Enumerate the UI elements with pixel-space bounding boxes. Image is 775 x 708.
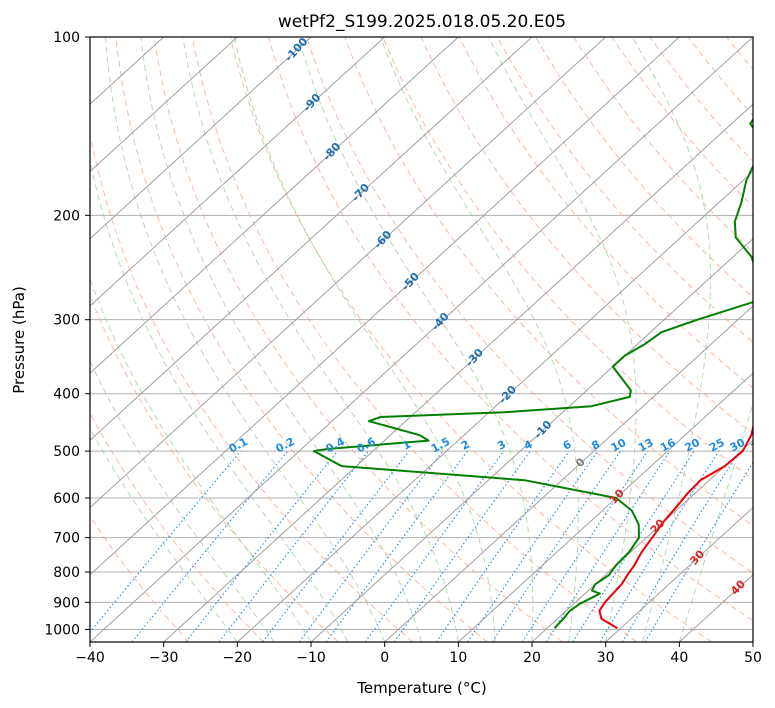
moist-adiabat xyxy=(678,401,753,642)
mixing-ratio-line xyxy=(90,450,242,633)
y-tick-label: 500 xyxy=(53,444,80,460)
mixing-ratio-line xyxy=(491,450,621,642)
moist-adiabat xyxy=(297,37,534,642)
mixing-ratio-line xyxy=(467,450,599,642)
isotherm xyxy=(236,170,753,642)
mixing-ratio-label: 16 xyxy=(658,436,678,455)
isotherm xyxy=(605,506,753,642)
moist-adiabat xyxy=(90,158,349,642)
moist-adiabat xyxy=(90,359,275,642)
isotherm xyxy=(90,37,533,442)
x-axis-ticks: −40 −30 −20 −10 0 10 20 30 40 50 xyxy=(75,642,762,666)
dry-adiabat xyxy=(306,37,753,574)
y-tick-label: 900 xyxy=(53,595,80,611)
moist-adiabat xyxy=(380,37,579,642)
moist-adiabat xyxy=(140,37,422,642)
dry-adiabat xyxy=(268,37,753,622)
mixing-ratio-line xyxy=(298,450,444,642)
y-tick-label: 800 xyxy=(53,565,80,581)
mixing-ratio-label: 30 xyxy=(728,436,748,455)
dry-adiabat xyxy=(458,37,753,389)
isotherms xyxy=(90,37,753,642)
x-tick-label: −40 xyxy=(75,650,105,666)
isotherm xyxy=(90,37,386,307)
x-tick-label: 20 xyxy=(523,650,541,666)
x-tick-label: 0 xyxy=(380,650,389,666)
dry-adiabat xyxy=(153,37,563,642)
x-tick-label: −30 xyxy=(149,650,179,666)
y-tick-label: 400 xyxy=(53,387,80,403)
isotherm xyxy=(457,372,753,642)
y-tick-label: 700 xyxy=(53,531,80,547)
dry-adiabat xyxy=(420,37,753,435)
series-lines xyxy=(312,117,753,630)
isotherm xyxy=(531,439,753,642)
x-tick-label: −10 xyxy=(296,650,326,666)
x-tick-label: 30 xyxy=(597,650,615,666)
mixing-ratio-line xyxy=(435,450,570,642)
y-axis-label: Pressure (hPa) xyxy=(10,286,28,394)
dry-adiabat xyxy=(535,37,753,298)
isotherm xyxy=(310,237,753,642)
plot-frame xyxy=(89,36,754,643)
dry-adiabat xyxy=(382,37,753,481)
moist-adiabat xyxy=(182,37,459,642)
dry-adiabat xyxy=(496,37,753,344)
moist-adiabat xyxy=(105,37,386,642)
temperature-profile xyxy=(598,423,753,630)
dry-adiabat xyxy=(115,37,488,642)
mixing-ratio-line xyxy=(364,450,505,642)
isotherm xyxy=(90,37,753,642)
mixing-ratio-label: 10 xyxy=(609,436,629,455)
isotherm xyxy=(163,103,753,642)
moist-adiabat xyxy=(632,37,711,642)
isotherm xyxy=(90,37,680,576)
dry-adiabat xyxy=(90,293,339,642)
x-tick-label: 40 xyxy=(670,650,688,666)
dry-adiabat xyxy=(229,37,712,642)
plot-area: -100-90-80-70-60-50-40-30-20-10010203040… xyxy=(90,37,768,642)
mixing-ratio-label: 25 xyxy=(707,436,727,455)
mixing-ratio-label: 20 xyxy=(682,436,702,455)
dewpoint-profile xyxy=(312,117,753,629)
x-axis-label: Temperature (°C) xyxy=(356,679,486,697)
y-tick-label: 600 xyxy=(53,491,80,507)
moist-adiabat xyxy=(90,427,238,642)
dry-adiabat xyxy=(90,412,264,642)
y-tick-label: 100 xyxy=(53,30,80,46)
mixing-ratio-label: 13 xyxy=(636,436,656,455)
y-tick-label: 200 xyxy=(53,208,80,224)
x-tick-label: 10 xyxy=(449,650,467,666)
y-tick-label: 300 xyxy=(53,313,80,329)
isotherm xyxy=(384,305,753,642)
mixing-ratio-lines xyxy=(90,450,753,642)
isotherm xyxy=(90,37,459,374)
y-axis-ticks: 100 200 300 400 500 600 700 800 900 1000 xyxy=(44,30,90,638)
y-tick-label: 1000 xyxy=(44,622,80,638)
mixing-ratio-line xyxy=(262,450,410,642)
mixing-ratio-line xyxy=(325,450,468,642)
mixing-ratio-line xyxy=(131,450,289,642)
mixing-ratio-line xyxy=(545,450,671,642)
mixing-ratio-label: 36 xyxy=(748,436,768,455)
moist-adiabat xyxy=(488,37,637,642)
isotherm xyxy=(90,37,238,173)
isotherm xyxy=(90,37,607,509)
dry-adiabat xyxy=(90,130,414,642)
x-tick-label: −20 xyxy=(223,650,253,666)
mixing-ratio-line xyxy=(621,450,740,642)
chart-title: wetPf2_S199.2025.018.05.20.E05 xyxy=(278,12,566,32)
moist-adiabat xyxy=(233,37,496,642)
mixing-ratio-line xyxy=(185,450,339,642)
mixing-ratio-line xyxy=(521,450,649,642)
mixing-ratio-line xyxy=(572,450,695,642)
x-tick-label: 50 xyxy=(744,650,762,666)
isotherm xyxy=(90,37,312,240)
